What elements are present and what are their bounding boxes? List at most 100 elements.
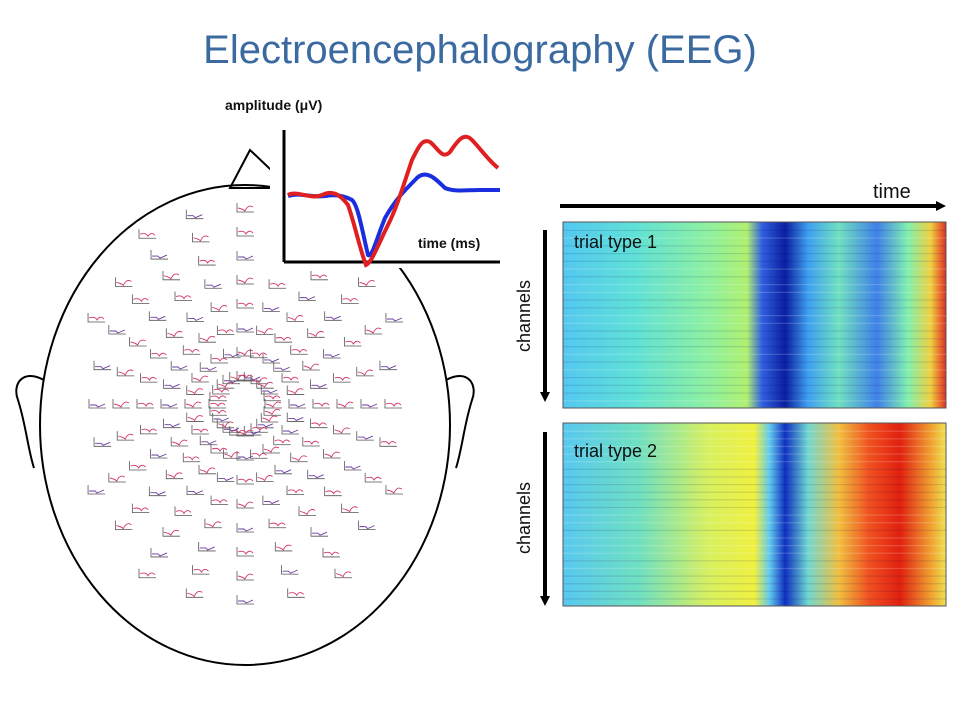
electrode-mini-plot	[192, 232, 210, 243]
electrode-mini-plot	[212, 413, 230, 423]
electrode-mini-plot	[290, 452, 308, 463]
electrode-mini-plot	[262, 302, 280, 312]
electrode-mini-plot	[286, 312, 304, 322]
channel-stripe	[563, 322, 946, 324]
electrode-mini-plot	[281, 425, 300, 435]
electrode-mini-plot	[185, 588, 204, 598]
electrode-mini-plot	[114, 520, 133, 531]
channel-stripe	[563, 575, 946, 577]
channel-stripe	[563, 461, 946, 463]
electrode-mini-plot	[87, 313, 106, 323]
electrode-mini-plot	[307, 469, 325, 480]
electrode-mini-plot	[324, 486, 342, 497]
electrode-mini-plot	[148, 486, 167, 497]
heatmap-1-field	[562, 221, 947, 409]
electrode-mini-plot	[191, 373, 209, 383]
heatmap-1-channel-stripes	[563, 229, 946, 402]
channel-stripe	[563, 583, 946, 585]
electrode-mini-plot	[286, 485, 304, 496]
heatmap-1-label: trial type 1	[574, 232, 657, 252]
electrode-mini-plot	[174, 291, 192, 302]
channel-stripe	[563, 476, 946, 478]
electrode-mini-plot	[263, 391, 282, 402]
electrode-mini-plot	[236, 323, 254, 333]
inset-ylabel: amplitude (μV)	[225, 97, 322, 113]
channel-stripe	[563, 400, 946, 402]
electrode-mini-plot	[199, 362, 218, 372]
channel-stripe	[563, 276, 946, 278]
electrode-mini-plot	[222, 423, 240, 433]
channel-stripe	[563, 522, 946, 524]
heatmap-2-label: trial type 2	[574, 441, 657, 461]
erp-inset: amplitude (μV) time (ms)	[225, 97, 510, 268]
electrode-mini-plot	[341, 294, 359, 304]
channel-stripe	[563, 430, 946, 432]
heatmap-2-field	[562, 422, 947, 607]
electrode-mini-plot	[186, 485, 204, 496]
electrode-mini-plot	[307, 328, 325, 338]
electrode-mini-plot	[236, 275, 254, 285]
channel-stripe	[563, 299, 946, 301]
channel-stripe	[563, 468, 946, 470]
channel-stripe	[563, 284, 946, 286]
channel-stripe	[563, 237, 946, 239]
electrode-mini-plot	[385, 313, 403, 323]
electrode-mini-plot	[116, 431, 135, 441]
electrode-mini-plot	[185, 209, 204, 220]
electrode-mini-plot	[358, 277, 376, 287]
channel-stripe	[563, 560, 946, 562]
channel-stripe	[563, 552, 946, 554]
electrode-mini-plot	[88, 399, 106, 409]
electrode-mini-plot	[286, 385, 305, 395]
electrode-mini-plot	[223, 348, 241, 359]
electrode-mini-plot	[186, 312, 204, 322]
electrode-mini-plot	[264, 399, 282, 409]
electrode-mini-plot	[210, 495, 229, 505]
channel-stripe	[563, 392, 946, 394]
electrode-mini-plot	[93, 360, 112, 371]
electrode-mini-plot	[186, 385, 204, 395]
channel-stripe	[563, 338, 946, 340]
electrode-mini-plot	[236, 451, 254, 461]
electrode-mini-plot	[256, 379, 274, 389]
electrode-mini-plot	[216, 472, 235, 482]
electrode-mini-plot	[236, 251, 254, 261]
electrode-mini-plot	[356, 366, 374, 377]
electrode-mini-plot	[209, 406, 227, 416]
electrode-mini-plot	[333, 373, 351, 383]
electrode-mini-plot	[263, 406, 282, 416]
channel-stripe	[563, 384, 946, 386]
electrode-mini-plot	[310, 418, 328, 429]
electrode-mini-plot	[223, 449, 241, 459]
left-ear	[15, 374, 45, 469]
electrode-mini-plot	[268, 518, 287, 529]
electrode-mini-plot	[322, 547, 340, 558]
electrode-mini-plot	[162, 527, 180, 537]
electrode-mini-plot	[198, 333, 216, 343]
heatmap-2-channel-stripes	[563, 430, 946, 600]
channel-stripe	[563, 361, 946, 363]
electrode-mini-plot	[310, 379, 328, 389]
electrode-mini-plot	[236, 547, 254, 557]
electrode-mini-plot	[236, 227, 254, 237]
electrode-mini-plot	[174, 506, 192, 516]
electrode-mini-plot	[186, 412, 204, 422]
channel-stripe	[563, 330, 946, 332]
electrode-mini-plot	[273, 435, 291, 446]
channel-stripe	[563, 537, 946, 539]
electrode-mini-plot	[250, 348, 268, 359]
channel-stripe	[563, 529, 946, 531]
electrode-mini-plot	[148, 311, 167, 321]
electrode-mini-plot	[236, 571, 254, 581]
electrode-mini-plot	[312, 399, 330, 409]
electrode-mini-plot	[87, 485, 106, 495]
electrode-mini-plot	[116, 366, 135, 377]
electrode-mini-plot	[281, 373, 300, 383]
electrode-mini-plot	[262, 353, 280, 364]
electrode-mini-plot	[114, 277, 133, 287]
head-ellipse	[39, 184, 451, 666]
series-blue	[287, 172, 500, 258]
channel-stripe	[563, 377, 946, 379]
electrode-mini-plot	[288, 399, 306, 409]
electrode-mini-plot	[356, 431, 374, 441]
